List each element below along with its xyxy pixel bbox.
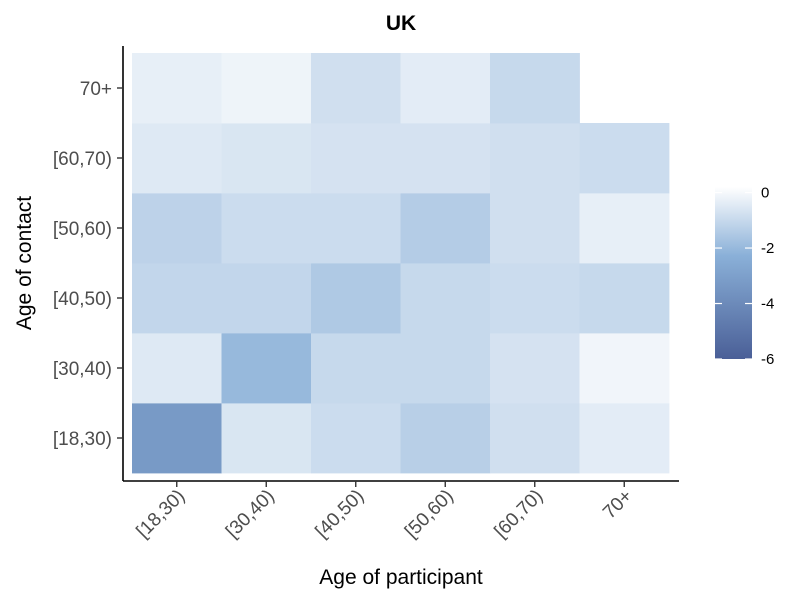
x-tick-label: [18,30) [133, 486, 190, 543]
heatmap-cell [221, 333, 312, 404]
x-tick-label: [40,50) [312, 486, 369, 543]
y-axis-title: Age of contact [13, 196, 36, 330]
y-tick-label: [50,60) [53, 219, 112, 240]
heatmap-cell [579, 403, 670, 474]
heatmap-cell [311, 263, 401, 334]
legend-tick-label: -4 [761, 296, 774, 313]
heatmap-cell [311, 53, 401, 124]
y-tick-label: [40,50) [53, 289, 112, 310]
heatmap-cell [490, 53, 580, 124]
heatmap-cell [579, 193, 670, 264]
y-tick-label: 70+ [80, 79, 112, 100]
heatmap-cell [311, 123, 401, 194]
heatmap-cell [400, 263, 491, 334]
legend-colorbar [715, 187, 752, 359]
heatmap-cell [490, 123, 580, 194]
heatmap-cell [132, 263, 222, 334]
heatmap-cell [221, 53, 312, 124]
axes [122, 46, 679, 482]
legend-ticks: 0 -2 -4 -6 [715, 185, 774, 368]
heatmap-cell [490, 333, 580, 404]
heatmap-cell [400, 123, 491, 194]
x-tick-label: [30,40) [222, 486, 279, 543]
x-axis-title: Age of participant [319, 566, 483, 589]
heatmap-cell [400, 333, 491, 404]
heatmap-cell [400, 193, 491, 264]
heatmap-cell [132, 333, 222, 404]
x-tick-label: [50,60) [401, 486, 458, 543]
heatmap-cell [579, 123, 670, 194]
y-tick-label: [60,70) [53, 149, 112, 170]
y-tick-label: [30,40) [53, 359, 112, 380]
chart-title: UK [386, 12, 416, 35]
heatmap-cell [221, 193, 312, 264]
heatmap-cell [221, 403, 312, 474]
heatmap-cell [132, 403, 222, 474]
heatmap-cell [132, 53, 222, 124]
x-ticks: [18,30) [30,40) [40,50) [50,60) [60,70) 70+ [133, 481, 637, 542]
heatmap-cell [579, 333, 670, 404]
heatmap-cell [579, 263, 670, 334]
heatmap-cell [490, 193, 580, 264]
heatmap-cell [221, 123, 312, 194]
heatmap-cell [400, 53, 491, 124]
heatmap-cell [221, 263, 312, 334]
x-tick-label: 70+ [599, 486, 637, 524]
heatmap-cell [311, 193, 401, 264]
heatmap-cell [490, 263, 580, 334]
legend-tick-label: 0 [761, 185, 769, 202]
heatmap-cell [132, 123, 222, 194]
heatmap-cell [400, 403, 491, 474]
heatmap-cells [132, 53, 670, 474]
color-legend: 0 -2 -4 -6 [715, 185, 774, 368]
legend-tick-label: -6 [761, 351, 774, 368]
y-tick-label: [18,30) [53, 429, 112, 450]
heatmap-cell [132, 193, 222, 264]
heatmap-cell [311, 333, 401, 404]
heatmap-cell [490, 403, 580, 474]
x-tick-label: [60,70) [491, 486, 548, 543]
heatmap-cell [311, 403, 401, 474]
y-ticks: [18,30) [30,40) [40,50) [50,60) [60,70) 70+ [53, 79, 123, 450]
legend-tick-label: -2 [761, 240, 774, 257]
